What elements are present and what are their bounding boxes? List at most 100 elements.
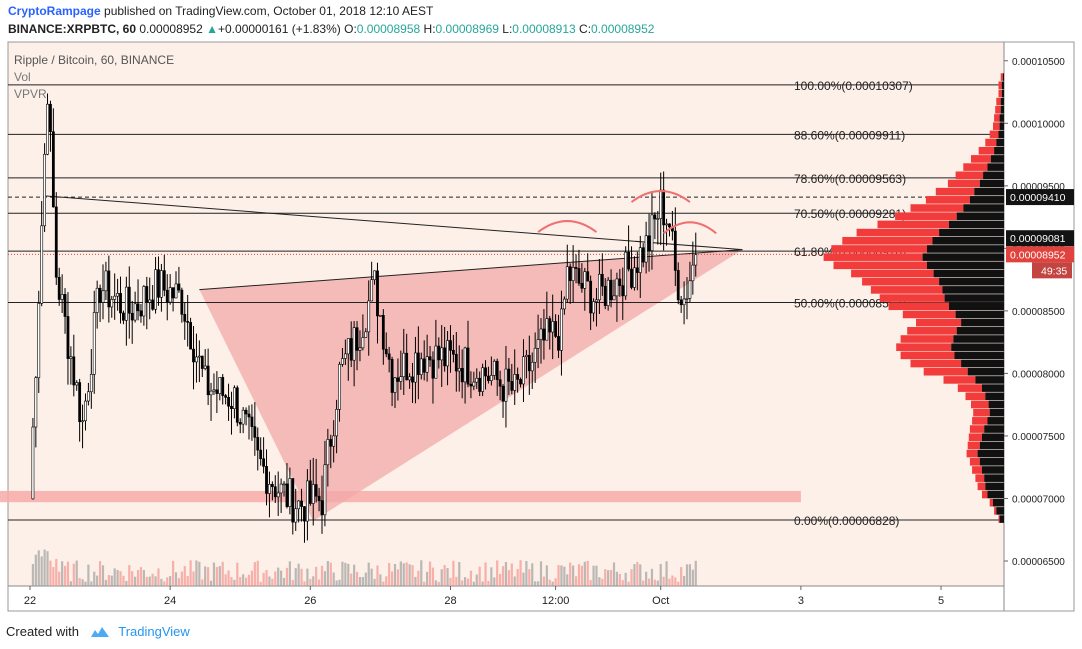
volume-bar (250, 570, 254, 586)
volume-bar (475, 574, 478, 586)
candle-body (443, 347, 447, 367)
candle-body (384, 348, 388, 355)
volume-profile-red-bar (969, 457, 980, 466)
volume-bar (557, 565, 560, 586)
volume-bar (455, 576, 458, 586)
candle-body (92, 312, 96, 375)
candle-body (554, 321, 558, 337)
candle-body (37, 303, 41, 379)
volume-profile-black-bar (982, 384, 1004, 392)
candle-body (122, 312, 125, 321)
volume-bar (52, 567, 55, 586)
volume-bar (569, 562, 572, 586)
volume-bar (122, 575, 125, 586)
candle-body (364, 331, 368, 338)
candle-body (551, 321, 555, 333)
volume-profile-red-bar (993, 122, 1000, 130)
author-link[interactable]: CryptoRampage (8, 4, 101, 18)
volume-bar (303, 581, 306, 586)
volume-profile-black-bar (956, 212, 1004, 221)
tradingview-brand[interactable]: TradingView (118, 624, 190, 639)
created-with-label: Created with (6, 624, 79, 639)
volume-profile-red-bar (842, 236, 933, 245)
volume-bar (671, 575, 674, 586)
candle-body (262, 458, 266, 467)
candle-body (422, 358, 426, 373)
candle-body (189, 322, 193, 350)
candle-body (507, 368, 511, 382)
last-price: 0.00008952 (139, 22, 203, 36)
volume-bar (574, 576, 578, 586)
high-value: 0.00008969 (435, 22, 499, 36)
volume-profile-black-bar (988, 400, 1004, 409)
volume-bar (577, 564, 581, 586)
volume-profile (823, 73, 1004, 523)
volume-bar (639, 564, 642, 586)
candle-body (589, 280, 593, 314)
volume-bar (461, 580, 464, 586)
candle-body (43, 153, 47, 227)
candle-body (349, 338, 353, 361)
volume-bar (583, 561, 586, 586)
volume-bar (215, 567, 218, 586)
volume-profile-black-bar (984, 474, 1004, 482)
volume-bar (382, 581, 385, 586)
candle-body (107, 270, 111, 308)
candle-body (647, 235, 651, 251)
volume-bar (84, 581, 87, 586)
volume-bar (212, 562, 216, 586)
volume-bar (180, 571, 183, 586)
volume-profile-black-bar (1002, 73, 1004, 81)
volume-profile-black-bar (999, 515, 1004, 523)
volume-bar (300, 568, 303, 586)
candle-body (98, 287, 102, 303)
candle-body (460, 368, 464, 383)
volume-profile-red-bar (966, 449, 978, 458)
footer: Created with TradingView (6, 624, 190, 639)
volume-bar (209, 580, 213, 586)
candle-body (148, 299, 152, 303)
candle-body (197, 355, 201, 358)
volume-profile-red-bar (995, 106, 1001, 114)
candle-body (323, 464, 327, 516)
volume-bar (326, 561, 329, 586)
volume-bar (659, 563, 662, 586)
volume-bar (539, 561, 543, 586)
x-tick-label: 22 (24, 595, 36, 607)
candle-body (49, 103, 52, 133)
volume-bar (134, 576, 137, 586)
volume-bar (69, 581, 72, 586)
candle-body (224, 395, 228, 398)
candle-body (644, 235, 648, 263)
candle-body (265, 466, 268, 494)
volume-profile-red-bar (998, 81, 1002, 90)
volume-profile-black-bar (983, 171, 1004, 180)
volume-profile-red-bar (907, 327, 957, 335)
candle-body (279, 483, 283, 494)
volume-profile-red-bar (851, 269, 934, 278)
volume-profile-black-bar (993, 498, 1004, 507)
volume-bar (472, 581, 475, 586)
volume-bar (405, 562, 408, 586)
legend-vpvr: VPVR (14, 87, 47, 101)
candle-body (463, 347, 467, 383)
candle-body (250, 416, 254, 427)
head-shoulders-arc (630, 190, 691, 203)
candle-body (565, 266, 569, 300)
candle-body (665, 223, 668, 226)
volume-profile-black-bar (951, 343, 1004, 351)
volume-bar (691, 569, 694, 586)
volume-profile-red-bar (900, 335, 954, 343)
volume-bar (166, 577, 169, 586)
low-label: L: (502, 22, 513, 36)
volume-bar (96, 575, 99, 586)
volume-bar (396, 569, 400, 586)
candle-body (574, 267, 578, 269)
candle-body (668, 223, 671, 228)
candle-body (419, 358, 423, 375)
candle-body (390, 359, 394, 393)
volume-bar (607, 570, 610, 586)
volume-bar (642, 580, 645, 586)
candle-body (145, 286, 149, 303)
